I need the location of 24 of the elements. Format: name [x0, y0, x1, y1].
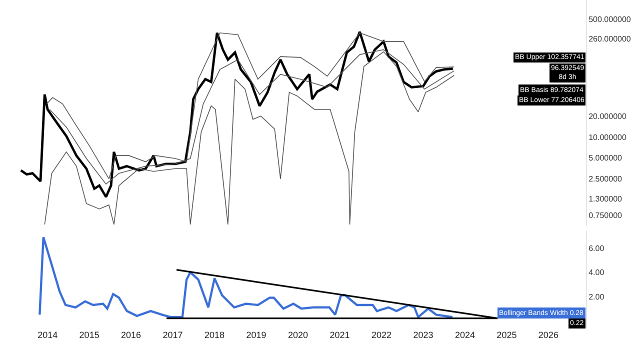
x-tick-label: 2017: [162, 330, 183, 340]
y-tick-label: 5.000000: [588, 154, 623, 163]
x-tick-label: 2024: [454, 330, 475, 340]
x-tick-label: 2022: [371, 330, 392, 340]
y-tick-label: 260.000000: [588, 34, 632, 44]
x-tick-label: 2021: [330, 330, 350, 340]
x-tick-label: 2016: [121, 330, 142, 340]
x-tick-label: 2015: [79, 330, 100, 340]
x-tick-label: 2023: [413, 330, 434, 340]
x-tick-label: 2014: [38, 330, 58, 340]
x-tick-label: 2019: [246, 330, 266, 340]
y-tick-label: 2.500000: [588, 174, 623, 184]
y-tick-label: 4.00: [588, 268, 605, 278]
x-tick-label: 2018: [204, 330, 225, 340]
y-tick-label: 1.300000: [588, 194, 623, 204]
x-tick-label: 2025: [496, 330, 517, 340]
y-tick-label: 0.750000: [588, 210, 623, 220]
y-tick-label: 6.00: [588, 244, 605, 253]
y-tick-label: 10.000000: [588, 132, 627, 142]
y-tick-label: 20.000000: [588, 112, 627, 121]
x-tick-label: 2026: [538, 330, 558, 340]
y-tick-label: 2.00: [588, 292, 605, 302]
y-tick-label: 500.000000: [588, 14, 632, 24]
x-tick-label: 2020: [288, 330, 308, 340]
